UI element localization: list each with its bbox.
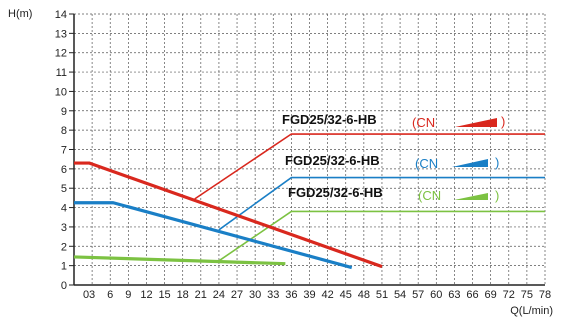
x-tick-label: 72 <box>503 289 515 301</box>
series-wedge-icon-1 <box>455 118 497 127</box>
y-tick-label: 10 <box>55 86 67 98</box>
y-tick-label: 4 <box>61 203 67 215</box>
y-tick-label: 0 <box>61 280 67 292</box>
x-tick-labels: 0 3 6 9 12 15 18 21 24 27 30 33 36 39 42 45 48 51 54 57 60 63… <box>83 289 551 301</box>
x-tick-label: 6 <box>107 289 113 301</box>
leader-lines <box>194 133 545 262</box>
y-tick-label: 6 <box>61 164 67 176</box>
axes <box>69 13 545 286</box>
x-tick-label: 21 <box>195 289 207 301</box>
x-tick-label: 27 <box>231 289 243 301</box>
y-tick-label: 14 <box>55 9 67 21</box>
grid <box>74 13 546 285</box>
series-tag-3: (CN <box>418 188 441 203</box>
y-tick-label: 7 <box>61 145 67 157</box>
x-tick-label: 78 <box>539 289 551 301</box>
y-tick-label: 12 <box>55 48 67 60</box>
series-line-1 <box>74 161 383 269</box>
x-tick-label: 39 <box>303 289 315 301</box>
y-tick-label: 13 <box>55 28 67 40</box>
x-tick-label: 75 <box>521 289 533 301</box>
series-tag-close-3: ) <box>495 188 499 203</box>
series-labels: FGD25/32-6-HB (CN) FGD25/32-6-HB (CN) FGD25/… <box>282 112 505 203</box>
leader-line-2 <box>218 176 545 231</box>
y-tick-label: 1 <box>61 261 67 273</box>
x-tick-label: 45 <box>340 289 352 301</box>
x-tick-label: 30 <box>249 289 261 301</box>
series-name-1: FGD25/32-6-HB <box>282 112 377 127</box>
x-tick-label: 3 <box>89 289 95 301</box>
x-tick-label: 60 <box>430 289 442 301</box>
y-tick-label: 3 <box>61 222 67 234</box>
x-tick-label: 33 <box>267 289 279 301</box>
y-tick-label: 8 <box>61 125 67 137</box>
x-tick-label: 51 <box>376 289 388 301</box>
series-tag-2: (CN <box>415 156 438 171</box>
x-tick-label: 54 <box>394 289 406 301</box>
series-wedge-icon-3 <box>454 193 488 200</box>
x-tick-label: 9 <box>125 289 131 301</box>
x-tick-label: 42 <box>321 289 333 301</box>
x-tick-label: 63 <box>448 289 460 301</box>
x-tick-label: 69 <box>485 289 497 301</box>
x-tick-label: 48 <box>358 289 370 301</box>
leader-line-1 <box>194 133 545 200</box>
x-tick-label: 66 <box>466 289 478 301</box>
series-wedge-icon-2 <box>452 159 488 167</box>
x-axis-label: Q(L/min) <box>510 305 553 317</box>
series-tag-close-2: ) <box>495 155 499 170</box>
series-name-3: FGD25/32-6-HB <box>288 185 383 200</box>
pump-curves <box>73 161 383 270</box>
y-tick-label: 5 <box>61 183 67 195</box>
series-line-3 <box>73 255 286 266</box>
series-line-2 <box>74 201 353 270</box>
series-name-2: FGD25/32-6-HB <box>285 153 380 168</box>
x-tick-label: 0 <box>83 289 89 301</box>
y-tick-label: 9 <box>61 106 67 118</box>
series-tag-1: (CN <box>412 115 435 130</box>
x-tick-label: 18 <box>177 289 189 301</box>
x-tick-label: 15 <box>158 289 170 301</box>
x-tick-label: 57 <box>412 289 424 301</box>
series-tag-close-1: ) <box>501 114 505 129</box>
x-tick-label: 24 <box>213 289 225 301</box>
x-tick-label: 36 <box>285 289 297 301</box>
y-tick-label: 2 <box>61 241 67 253</box>
y-axis-label: H(m) <box>8 8 32 20</box>
leader-line-3 <box>218 210 545 262</box>
x-tick-label: 12 <box>140 289 152 301</box>
y-tick-label: 11 <box>56 67 67 79</box>
